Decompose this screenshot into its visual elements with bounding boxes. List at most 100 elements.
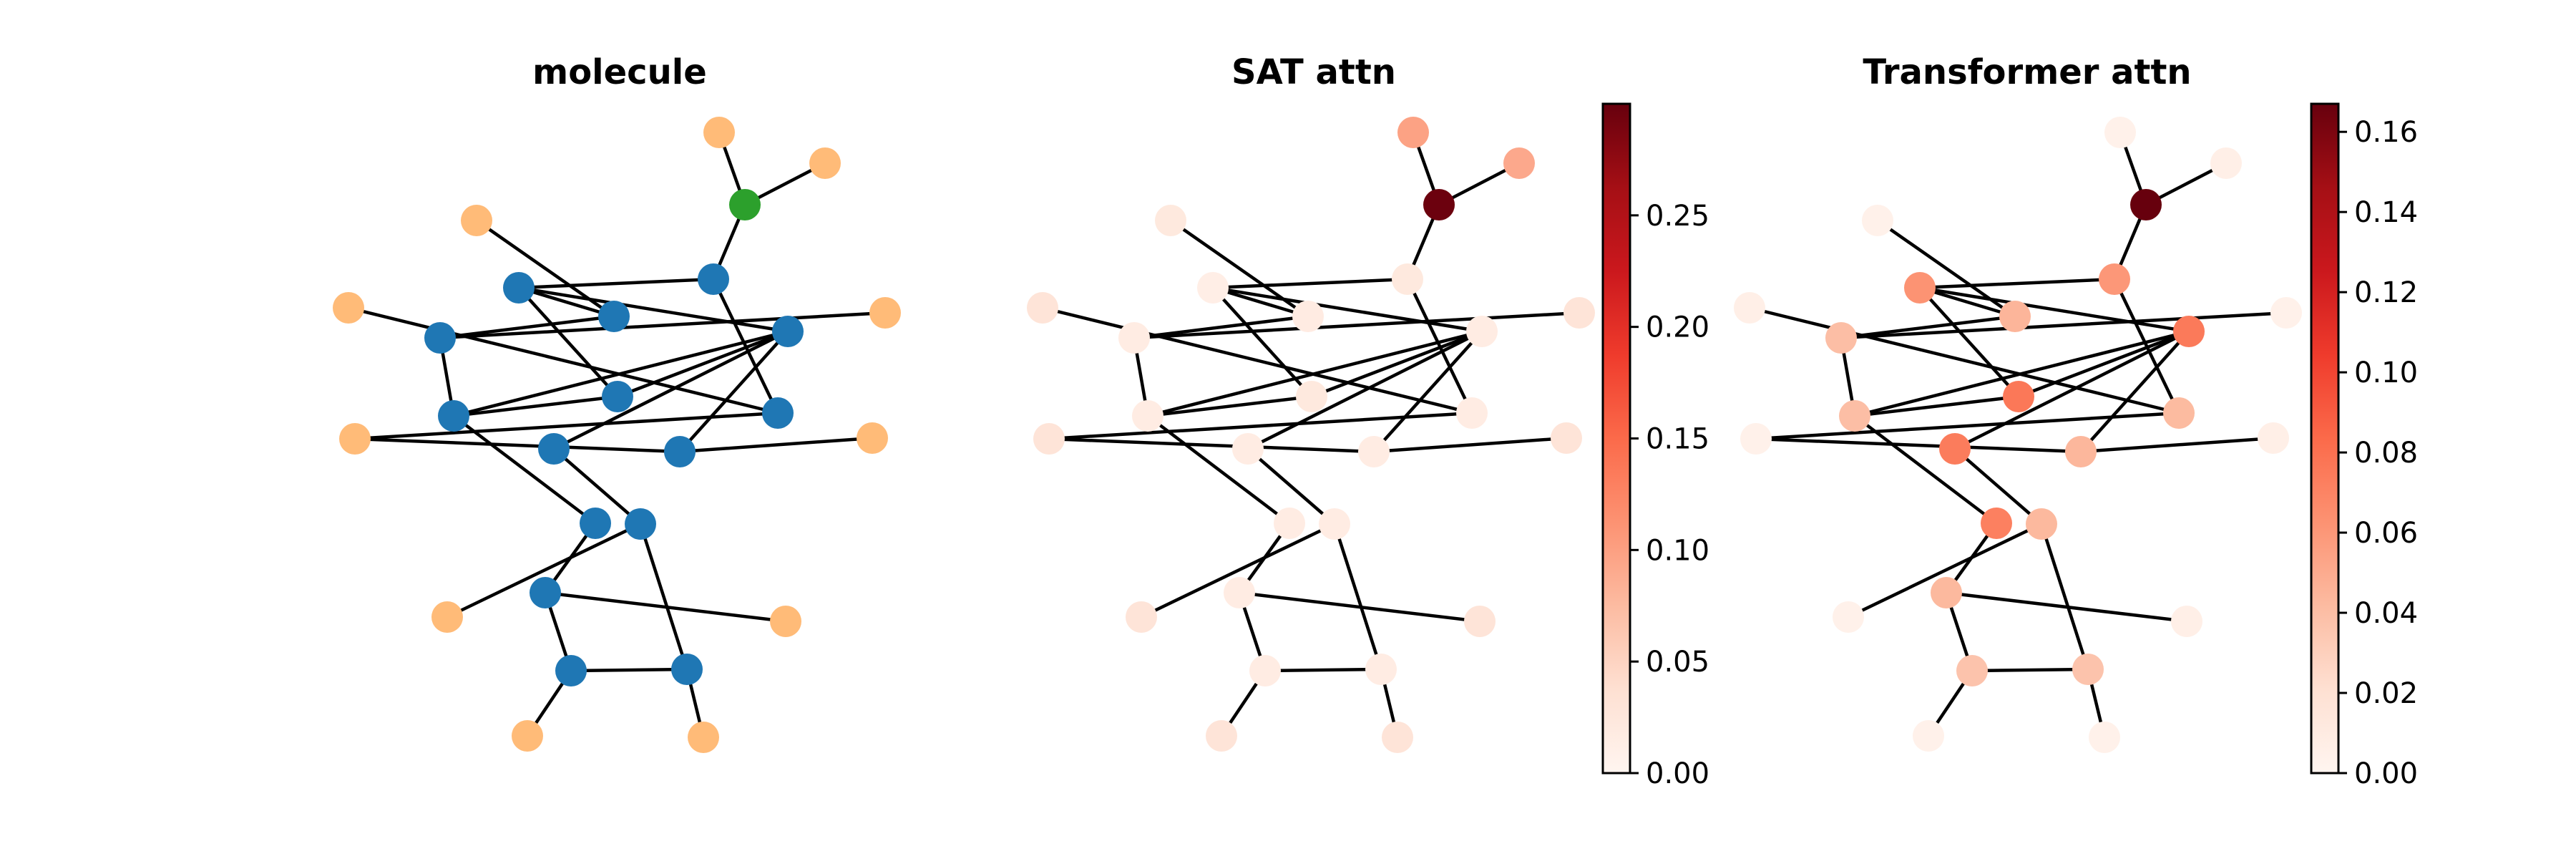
sat-attn-graph xyxy=(1027,117,1595,753)
bond-edge xyxy=(1147,394,1312,418)
atom-node xyxy=(869,297,901,329)
attn-node xyxy=(1132,400,1163,432)
atom-node xyxy=(762,397,794,429)
bond-edge xyxy=(1373,436,1567,454)
attn-node xyxy=(2210,147,2242,179)
bond-edge xyxy=(1755,437,2082,454)
colorbar-tick-label: 0.05 xyxy=(1646,646,1709,679)
colorbar-tick-label: 0.15 xyxy=(1646,423,1709,456)
bond-edge xyxy=(1372,330,1483,453)
transformer-attn-graph xyxy=(1734,117,2302,753)
atom-node xyxy=(438,400,469,432)
colorbar-tick-label: 0.14 xyxy=(2354,196,2418,229)
attn-node xyxy=(1862,205,1893,236)
bond-edge xyxy=(1042,306,1473,415)
bond-edge xyxy=(453,329,789,418)
bond-edge xyxy=(1246,447,1336,525)
bond-edge xyxy=(1147,329,1483,418)
bond-edge xyxy=(617,329,789,399)
attn-node xyxy=(1118,322,1150,354)
bond-edge xyxy=(453,394,618,418)
atom-node xyxy=(333,292,364,324)
attn-node xyxy=(1027,292,1058,324)
bond-edge xyxy=(1953,329,2190,451)
sat-attn-colorbar: 0.00 0.05 0.10 0.15 0.20 0.25 xyxy=(1601,102,1709,790)
attn-node xyxy=(2163,397,2195,429)
atom-node xyxy=(703,117,735,148)
attn-node xyxy=(1392,263,1423,295)
attn-node xyxy=(1551,422,1582,454)
bond-edge xyxy=(354,437,680,454)
attn-node xyxy=(1126,601,1157,633)
attn-node xyxy=(1466,316,1498,347)
bond-edge xyxy=(518,277,714,290)
molecule-graph xyxy=(333,117,901,753)
colorbar-tick-label: 0.00 xyxy=(1646,757,1709,790)
attn-node xyxy=(1931,577,1962,608)
attn-node xyxy=(1913,720,1944,752)
bond-edge xyxy=(1953,447,2043,525)
bond-edge xyxy=(638,523,689,670)
bond-edge xyxy=(1332,523,1383,670)
bond-edge xyxy=(1141,522,1335,619)
colorbar-gradient xyxy=(1603,104,1630,773)
attn-node xyxy=(1249,655,1281,686)
bond-edge xyxy=(1246,329,1483,451)
bond-edge xyxy=(452,414,597,525)
attn-node xyxy=(2173,316,2205,347)
attn-node xyxy=(1503,147,1535,179)
bond-edge xyxy=(447,522,641,619)
atom-node xyxy=(857,422,888,454)
attn-node xyxy=(1956,655,1988,686)
colorbar-tick-label: 0.20 xyxy=(1646,311,1709,344)
bond-edge xyxy=(439,314,615,340)
atom-node xyxy=(431,601,463,633)
attn-node xyxy=(1999,301,2031,332)
attn-node xyxy=(2104,117,2136,148)
bond-edge xyxy=(552,447,642,525)
bond-edge xyxy=(1749,306,2180,415)
atom-node xyxy=(339,423,371,455)
atom-node xyxy=(625,508,656,540)
attn-node xyxy=(1740,423,1772,455)
colorbar-frame xyxy=(2310,102,2340,775)
attn-node xyxy=(2026,508,2057,540)
attn-node xyxy=(1033,423,1065,455)
attn-node xyxy=(1274,508,1305,539)
atom-node xyxy=(729,189,761,220)
bond-edge xyxy=(1048,437,1375,454)
bond-edge xyxy=(2079,330,2190,453)
attn-node xyxy=(2072,654,2104,685)
atom-node xyxy=(598,301,630,332)
atom-node xyxy=(461,205,492,236)
attn-node xyxy=(2130,189,2162,220)
attn-node xyxy=(1464,606,1496,637)
attn-node xyxy=(1939,433,1971,465)
attn-node xyxy=(1423,189,1455,220)
colorbar-gradient xyxy=(2311,104,2338,773)
colorbar-tick-label: 0.02 xyxy=(2354,677,2418,710)
atom-node xyxy=(770,606,801,637)
attn-node xyxy=(1296,381,1327,412)
bond-edge xyxy=(1212,277,1408,290)
atom-node xyxy=(424,322,456,354)
attn-node xyxy=(1382,722,1413,753)
attn-node xyxy=(1904,272,1936,304)
bond-edge xyxy=(1848,522,2042,619)
colorbar-tick-label: 0.25 xyxy=(1646,200,1709,233)
bond-edge xyxy=(1853,414,1998,525)
attn-node xyxy=(1839,400,1870,432)
bond-edge xyxy=(1755,411,2180,441)
transformer-attn-colorbar: 0.00 0.02 0.04 0.06 0.08 0.10 0.12 0.14 0.16 xyxy=(2310,102,2418,790)
atom-node xyxy=(580,508,611,539)
attn-node xyxy=(2258,422,2289,454)
bond-edge xyxy=(439,311,886,340)
bond-edge xyxy=(348,306,779,415)
attn-node xyxy=(1825,322,1857,354)
bond-edge xyxy=(1854,329,2190,418)
atom-node xyxy=(772,316,804,347)
bond-edge xyxy=(2080,436,2274,454)
colorbar-tick-label: 0.06 xyxy=(2354,517,2418,550)
bond-edge xyxy=(2018,329,2190,399)
